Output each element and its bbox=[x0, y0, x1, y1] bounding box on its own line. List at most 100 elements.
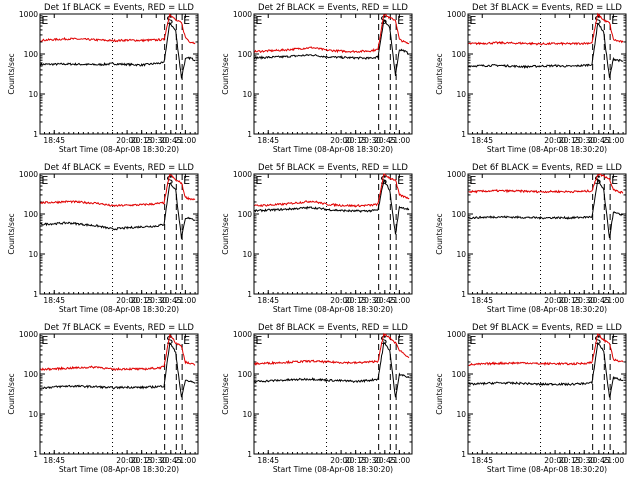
x-tick-label: 20:00 bbox=[544, 456, 566, 465]
x-tick-label: 20:45 bbox=[374, 456, 396, 465]
x-tick-label: 20:15 bbox=[345, 136, 367, 145]
x-tick-label: 20:30 bbox=[145, 136, 167, 145]
y-tick-label: 10 bbox=[28, 250, 38, 259]
y-tick-label: 1000 bbox=[447, 170, 466, 179]
marker-s: S bbox=[594, 14, 601, 27]
x-tick-label: 21:00 bbox=[389, 456, 411, 465]
y-tick-label: 10 bbox=[28, 410, 38, 419]
x-tick-label: 18:45 bbox=[257, 136, 279, 145]
x-tick-label: 20:00 bbox=[330, 456, 352, 465]
x-tick-label: 18:45 bbox=[43, 136, 65, 145]
marker-s: S bbox=[380, 334, 387, 347]
panel-title: Det 9f BLACK = Events, RED = LLD bbox=[472, 323, 622, 333]
x-axis-label: Start Time (08-Apr-08 18:30:20) bbox=[487, 145, 607, 154]
x-axis-label: Start Time (08-Apr-08 18:30:20) bbox=[273, 145, 393, 154]
x-tick-label: 20:30 bbox=[573, 136, 595, 145]
panel-det-1: Det 1f BLACK = Events, RED = LLD 1 10 100 10… bbox=[7, 3, 199, 154]
x-tick-label: 21:00 bbox=[175, 136, 197, 145]
x-tick-label: 20:15 bbox=[131, 456, 153, 465]
x-axis-label: Start Time (08-Apr-08 18:30:20) bbox=[487, 465, 607, 474]
x-tick-label: 20:45 bbox=[160, 456, 182, 465]
x-tick-label: 20:30 bbox=[359, 296, 381, 305]
x-tick-label: 20:45 bbox=[160, 136, 182, 145]
panel-title: Det 1f BLACK = Events, RED = LLD bbox=[44, 3, 194, 13]
series-line-events bbox=[254, 19, 410, 76]
x-tick-label: 20:15 bbox=[559, 136, 581, 145]
x-tick-label: 20:15 bbox=[559, 456, 581, 465]
x-tick-label: 21:00 bbox=[389, 136, 411, 145]
x-tick-label: 20:45 bbox=[588, 456, 610, 465]
plot-frame bbox=[39, 13, 199, 135]
x-tick-label: 20:15 bbox=[131, 136, 153, 145]
series-line-events bbox=[254, 340, 410, 398]
panel-det-6: Det 6f BLACK = Events, RED = LLD 1 10 100 10… bbox=[435, 163, 627, 314]
panel-title: Det 6f BLACK = Events, RED = LLD bbox=[472, 163, 622, 173]
y-tick-label: 10 bbox=[456, 410, 466, 419]
marker-e-start: E bbox=[469, 174, 476, 187]
y-tick-label: 100 bbox=[238, 210, 253, 219]
y-axis-label: Counts/sec bbox=[221, 213, 230, 254]
y-tick-label: 10 bbox=[456, 90, 466, 99]
x-tick-label: 18:45 bbox=[43, 296, 65, 305]
y-tick-label: 100 bbox=[238, 370, 253, 379]
x-tick-label: 20:00 bbox=[544, 136, 566, 145]
x-tick-label: 18:45 bbox=[43, 456, 65, 465]
x-tick-label: 21:00 bbox=[603, 296, 625, 305]
y-tick-label: 1 bbox=[461, 450, 466, 459]
series-line-lld bbox=[40, 13, 196, 45]
marker-s: S bbox=[594, 334, 601, 347]
series-line-events bbox=[40, 341, 196, 398]
y-tick-label: 1 bbox=[247, 450, 252, 459]
y-tick-label: 1 bbox=[33, 450, 38, 459]
marker-e: E bbox=[183, 334, 190, 347]
y-axis-label: Counts/sec bbox=[7, 373, 16, 414]
marker-e-start: E bbox=[469, 334, 476, 347]
y-tick-label: 1000 bbox=[233, 170, 252, 179]
x-tick-label: 18:45 bbox=[471, 456, 493, 465]
panel-det-4: Det 4f BLACK = Events, RED = LLD 1 10 100 10… bbox=[7, 163, 199, 314]
panel-title: Det 4f BLACK = Events, RED = LLD bbox=[44, 163, 194, 173]
y-axis-label: Counts/sec bbox=[7, 53, 16, 94]
y-tick-label: 1 bbox=[461, 130, 466, 139]
marker-e-start: E bbox=[255, 334, 262, 347]
series-line-events bbox=[468, 341, 624, 398]
marker-e: E bbox=[611, 174, 618, 187]
x-tick-label: 20:45 bbox=[374, 136, 396, 145]
x-axis-label: Start Time (08-Apr-08 18:30:20) bbox=[273, 465, 393, 474]
plot-frame bbox=[253, 13, 413, 135]
y-tick-label: 1 bbox=[247, 130, 252, 139]
x-tick-label: 20:30 bbox=[573, 456, 595, 465]
x-tick-label: 20:45 bbox=[374, 296, 396, 305]
x-tick-label: 20:45 bbox=[588, 136, 610, 145]
x-axis-label: Start Time (08-Apr-08 18:30:20) bbox=[487, 305, 607, 314]
series-line-lld bbox=[468, 333, 624, 367]
marker-e: E bbox=[397, 14, 404, 27]
series-line-lld bbox=[254, 13, 410, 54]
x-tick-label: 20:30 bbox=[145, 456, 167, 465]
panel-det-9: Det 9f BLACK = Events, RED = LLD 1 10 100 10… bbox=[435, 323, 627, 474]
x-tick-label: 21:00 bbox=[175, 296, 197, 305]
x-tick-label: 21:00 bbox=[603, 136, 625, 145]
x-tick-label: 20:00 bbox=[330, 136, 352, 145]
x-tick-label: 20:45 bbox=[588, 296, 610, 305]
series-line-events bbox=[468, 177, 624, 239]
marker-e-start: E bbox=[41, 14, 48, 27]
y-tick-label: 1 bbox=[33, 290, 38, 299]
y-tick-label: 1000 bbox=[19, 170, 38, 179]
series-line-events bbox=[468, 22, 624, 78]
plot-frame bbox=[467, 173, 627, 295]
plot-frame bbox=[467, 333, 627, 455]
marker-e: E bbox=[397, 174, 404, 187]
panel-det-7: Det 7f BLACK = Events, RED = LLD 1 10 100 10… bbox=[7, 323, 199, 474]
y-tick-label: 100 bbox=[24, 50, 39, 59]
panel-title: Det 2f BLACK = Events, RED = LLD bbox=[258, 3, 408, 13]
x-tick-label: 20:30 bbox=[573, 296, 595, 305]
x-tick-label: 18:45 bbox=[471, 136, 493, 145]
x-axis-label: Start Time (08-Apr-08 18:30:20) bbox=[59, 145, 179, 154]
y-tick-label: 1000 bbox=[447, 10, 466, 19]
marker-e-start: E bbox=[41, 174, 48, 187]
marker-s: S bbox=[166, 334, 173, 347]
x-tick-label: 20:15 bbox=[345, 296, 367, 305]
y-tick-label: 1000 bbox=[19, 10, 38, 19]
plot-frame bbox=[39, 173, 199, 295]
